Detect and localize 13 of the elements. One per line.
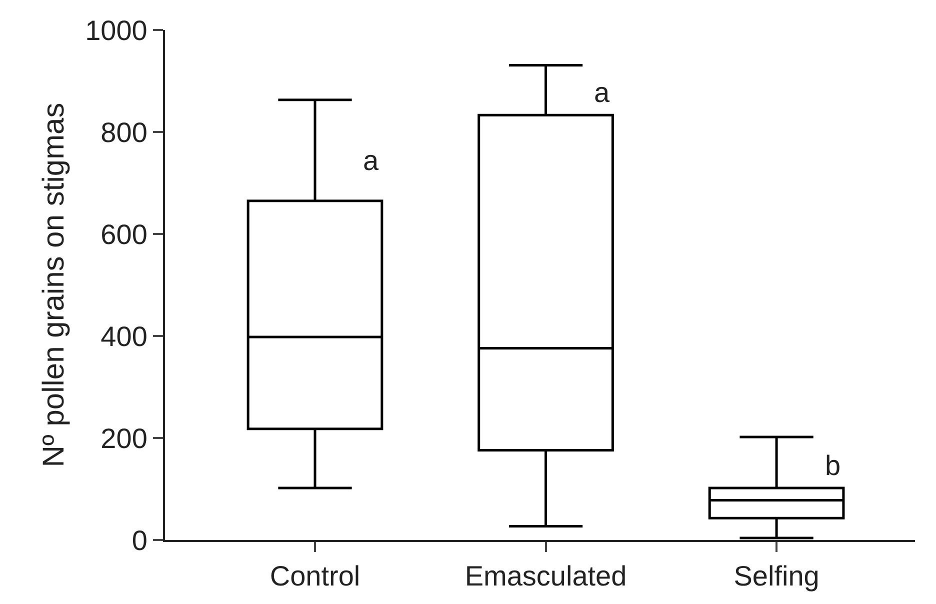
y-tick-label: 600: [100, 218, 148, 250]
y-tick-label: 1000: [85, 14, 148, 46]
y-tick-label: 800: [100, 116, 148, 148]
x-tick-label: Control: [270, 560, 360, 592]
y-tick-label: 200: [100, 422, 148, 454]
y-tick-label: 400: [100, 320, 148, 352]
x-tick-label: Emasculated: [464, 560, 627, 592]
annotation: b: [825, 450, 841, 481]
annotation: a: [363, 145, 379, 176]
x-tick-label: Selfing: [734, 560, 820, 592]
y-axis-title: Nº pollen grains on stigmas: [38, 102, 71, 468]
annotation: a: [594, 77, 610, 108]
y-tick-label: 0: [132, 524, 148, 556]
